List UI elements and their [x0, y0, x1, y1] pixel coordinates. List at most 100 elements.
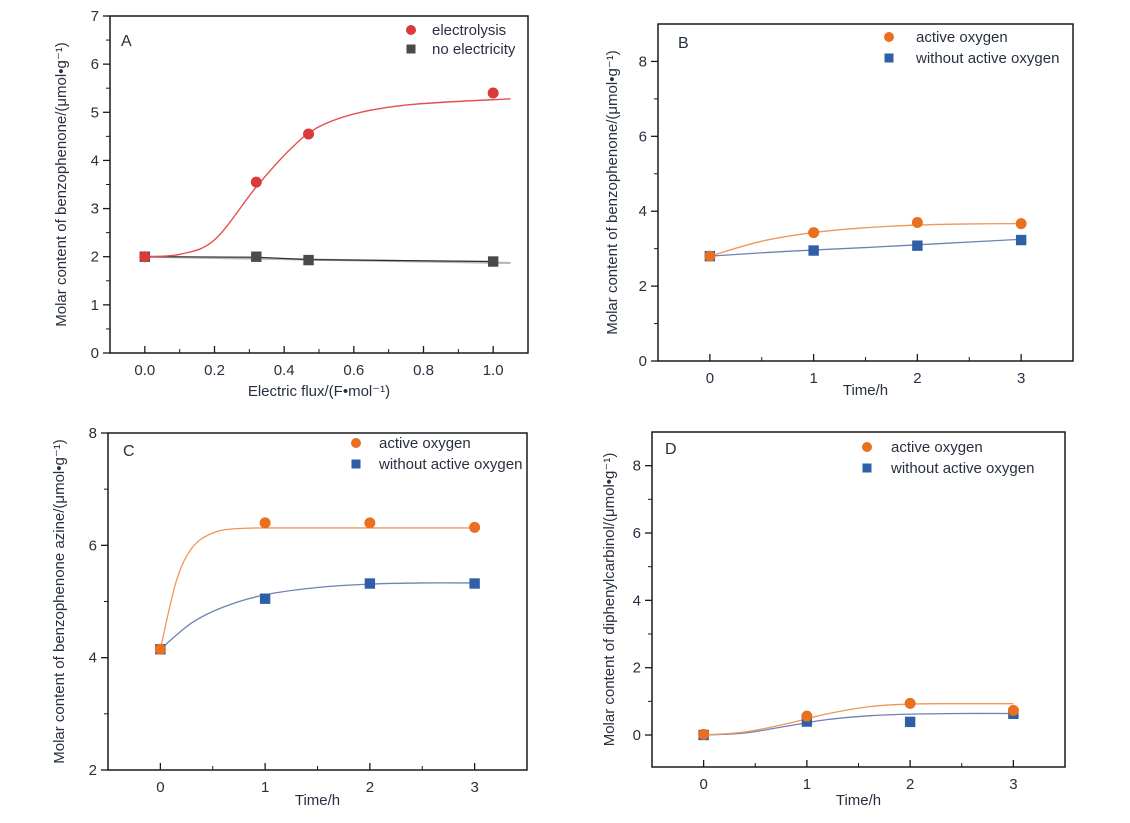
y-tick-label: 7 [91, 8, 99, 25]
data-point [904, 697, 916, 709]
legend-label: without active oxygen [915, 50, 1059, 67]
panel-b: 0 1 2 3 0 2 4 6 8 Time/h Molar content of benzophe… [565, 0, 1130, 409]
legend-label: without active oxygen [378, 456, 522, 473]
y-tick-label: 6 [633, 525, 641, 542]
x-tick-label: 0 [706, 370, 714, 387]
legend-marker-square [884, 53, 894, 63]
data-point [801, 710, 813, 722]
x-axis-label: Electric flux/(F•mol⁻¹) [248, 383, 390, 400]
trend-line [709, 222, 1022, 257]
x-tick-label: 0.8 [413, 362, 434, 379]
data-point [904, 716, 916, 728]
trend-line [703, 703, 1014, 736]
trend-line [159, 527, 475, 650]
y-tick-label: 4 [639, 203, 647, 220]
legend-label: electrolysis [432, 22, 506, 39]
x-tick-label: 1.0 [483, 362, 504, 379]
legend-label: without active oxygen [890, 460, 1034, 477]
y-tick-label: 6 [89, 537, 97, 554]
y-axis-label: Molar content of diphenylcarbinol/(μmol•… [601, 453, 618, 747]
data-point [259, 593, 271, 604]
y-tick-label: 0 [91, 345, 99, 362]
x-axis-label: Time/h [295, 792, 340, 809]
x-tick-label: 0.0 [134, 362, 155, 379]
y-tick-label: 8 [89, 425, 97, 442]
y-tick-label: 4 [89, 650, 97, 667]
y-tick-label: 2 [633, 660, 641, 677]
x-tick-label: 0.2 [204, 362, 225, 379]
x-tick-label: 2 [366, 779, 374, 796]
panel-b-chart: 0 1 2 3 0 2 4 6 8 Time/h Molar content of benzophe… [604, 23, 1074, 399]
x-tick-label: 1 [261, 779, 269, 796]
y-tick-label: 3 [91, 201, 99, 218]
panel-letter: D [665, 441, 677, 458]
x-tick-label: 1 [803, 776, 811, 793]
data-point [487, 87, 499, 99]
y-tick-label: 2 [91, 249, 99, 266]
trend-line [709, 238, 1022, 257]
data-point [364, 578, 376, 589]
x-tick-label: 2 [906, 776, 914, 793]
x-tick-label: 0 [156, 779, 164, 796]
legend-marker-circle [351, 438, 361, 448]
legend-marker-square [406, 44, 416, 54]
panel-c-chart: 0 1 2 3 2 4 6 8 Time/h Molar content of benzophen… [51, 425, 528, 809]
data-point [250, 176, 262, 188]
x-tick-label: 0.6 [343, 362, 364, 379]
panel-letter: B [678, 35, 689, 52]
panel-a: 0.0 0.2 0.4 0.6 0.8 1.0 0 1 2 3 4 5 6 7 Electric flux/… [0, 0, 565, 409]
y-tick-label: 6 [639, 128, 647, 145]
x-axis-label: Time/h [836, 792, 881, 809]
panel-letter: C [123, 443, 135, 460]
legend-marker-square [862, 463, 872, 473]
data-point [251, 251, 262, 262]
panel-d-chart: 0 1 2 3 0 2 4 6 8 Time/h Molar content of diphenyl… [601, 431, 1066, 809]
data-point [911, 216, 923, 228]
data-point [259, 517, 271, 529]
x-tick-label: 3 [1017, 370, 1025, 387]
trend-line [703, 712, 1014, 736]
y-tick-label: 8 [639, 53, 647, 70]
data-point [912, 240, 923, 251]
data-point [704, 250, 716, 262]
panel-a-chart: 0.0 0.2 0.4 0.6 0.8 1.0 0 1 2 3 4 5 6 7 Electric flux/… [53, 8, 529, 400]
x-tick-label: 3 [1009, 776, 1017, 793]
panel-d: 0 1 2 3 0 2 4 6 8 Time/h Molar content of diphenyl… [565, 409, 1130, 818]
trend-line [144, 256, 494, 263]
plot-frame [657, 23, 1074, 362]
y-tick-label: 1 [91, 297, 99, 314]
data-point [808, 227, 820, 239]
legend-marker-square [351, 459, 361, 469]
legend-label: active oxygen [916, 29, 1008, 46]
data-point [1015, 218, 1027, 230]
data-point [364, 517, 376, 529]
data-point [1007, 704, 1019, 716]
data-point [487, 256, 499, 267]
x-tick-label: 0.4 [274, 362, 295, 379]
data-point [469, 578, 480, 589]
x-tick-label: 1 [809, 370, 817, 387]
legend-label: active oxygen [379, 435, 471, 452]
y-tick-label: 6 [91, 56, 99, 73]
legend-label: no electricity [432, 41, 516, 58]
panel-letter: A [121, 33, 132, 50]
y-axis-label: Molar content of benzophenone azine/(μmo… [51, 439, 68, 764]
y-axis-label: Molar content of benzophenone/(μmol•g⁻¹) [604, 50, 621, 334]
legend-marker-circle [884, 32, 894, 42]
data-point [808, 245, 819, 256]
x-axis-label: Time/h [843, 382, 888, 399]
y-tick-label: 0 [639, 353, 647, 370]
legend-marker-circle [862, 442, 872, 452]
x-tick-label: 0 [699, 776, 707, 793]
data-point [303, 128, 315, 140]
x-tick-label: 3 [470, 779, 478, 796]
y-tick-label: 5 [91, 104, 99, 121]
y-tick-label: 4 [91, 152, 99, 169]
trend-line [159, 582, 475, 650]
data-point [698, 728, 710, 740]
y-tick-label: 2 [639, 278, 647, 295]
legend-marker-circle [406, 25, 416, 35]
data-point [303, 254, 314, 266]
trend-line [144, 98, 511, 258]
